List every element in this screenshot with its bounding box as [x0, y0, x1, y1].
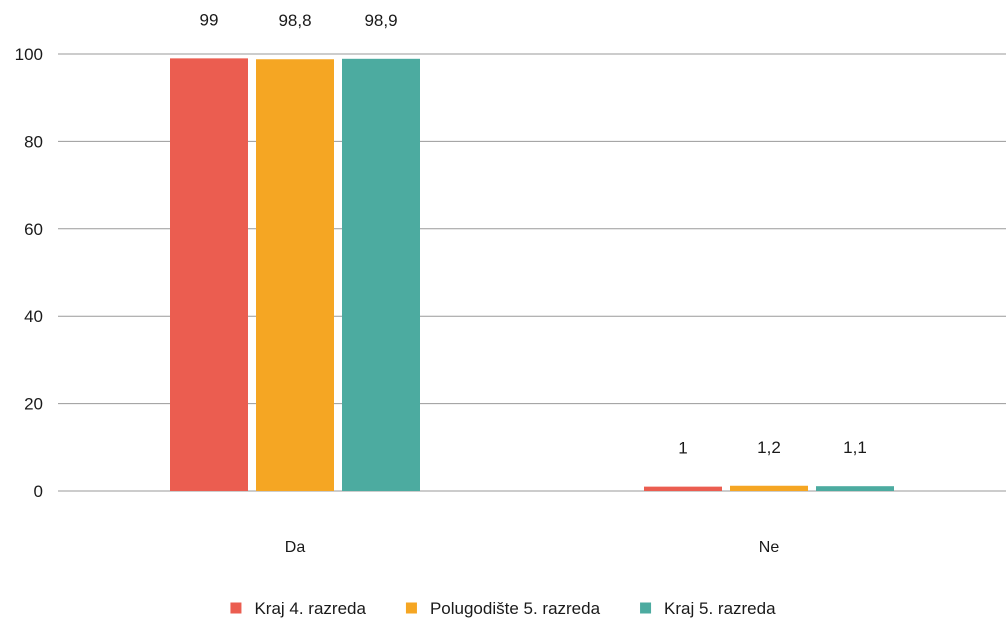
legend-swatch	[640, 602, 652, 614]
x-category-label: Ne	[759, 539, 780, 556]
data-label: 1	[678, 439, 687, 458]
data-label: 98,9	[364, 11, 397, 30]
y-axis-ticks: 0 20 40 60 80 100	[15, 45, 43, 501]
y-tick-label: 0	[34, 482, 43, 501]
bars	[170, 58, 894, 492]
bar	[644, 486, 722, 491]
legend-label: Kraj 5. razreda	[664, 599, 776, 618]
y-tick-label: 20	[24, 395, 43, 414]
y-tick-label: 40	[24, 307, 43, 326]
bar	[256, 59, 334, 492]
data-label: 98,8	[278, 11, 311, 30]
legend-item: Polugodište 5. razreda	[405, 599, 601, 618]
data-label: 1,2	[757, 438, 781, 457]
x-axis-categories: Da Ne	[285, 539, 780, 556]
data-label: 1,1	[843, 438, 867, 457]
legend-item: Kraj 5. razreda	[640, 599, 776, 618]
legend: Kraj 4. razreda Polugodište 5. razreda Kra…	[230, 599, 776, 618]
bar	[816, 486, 894, 491]
legend-label: Kraj 4. razreda	[254, 599, 366, 618]
bar	[342, 58, 420, 491]
y-tick-label: 60	[24, 220, 43, 239]
y-tick-label: 80	[24, 132, 43, 151]
legend-swatch	[230, 602, 242, 614]
data-label: 99	[200, 10, 219, 29]
bar	[730, 485, 808, 491]
x-category-label: Da	[285, 539, 306, 556]
bar	[170, 58, 248, 492]
y-tick-label: 100	[15, 45, 43, 64]
legend-label: Polugodište 5. razreda	[430, 599, 601, 618]
legend-item: Kraj 4. razreda	[230, 599, 366, 618]
data-labels: 99 98,8 98,9 1 1,2 1,1	[200, 10, 867, 457]
legend-swatch	[405, 602, 417, 614]
